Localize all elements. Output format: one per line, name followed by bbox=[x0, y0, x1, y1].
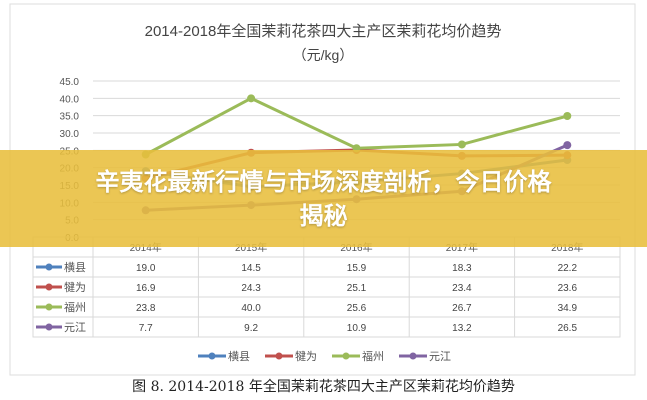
table-legend-marker bbox=[45, 303, 53, 311]
table-cell: 23.8 bbox=[136, 303, 156, 314]
table-cell: 14.5 bbox=[241, 263, 261, 274]
table-cell: 34.9 bbox=[558, 303, 578, 314]
table-legend-marker bbox=[45, 323, 53, 331]
table-cell: 10.9 bbox=[347, 323, 367, 334]
table-cell: 9.2 bbox=[244, 323, 258, 334]
table-series-label: 犍为 bbox=[64, 281, 86, 294]
table-cell: 7.7 bbox=[139, 323, 153, 334]
figure-caption: 图 8. 2014-2018 年全国茉莉花茶四大主产区茉莉花均价趋势 bbox=[132, 379, 515, 395]
legend-label: 横县 bbox=[228, 349, 250, 363]
table-cell: 16.9 bbox=[136, 283, 156, 294]
legend-marker bbox=[275, 352, 283, 360]
table-cell: 26.7 bbox=[452, 303, 472, 314]
y-tick-label: 35.0 bbox=[60, 112, 80, 123]
headline-title: 辛夷花最新行情与市场深度剖析，今日价格揭秘 bbox=[95, 167, 552, 230]
table-cell: 25.6 bbox=[347, 303, 367, 314]
table-cell: 25.1 bbox=[347, 283, 367, 294]
table-cell: 23.4 bbox=[452, 283, 472, 294]
y-tick-label: 45.0 bbox=[60, 77, 80, 88]
table-cell: 19.0 bbox=[136, 263, 156, 274]
legend-label: 福州 bbox=[362, 349, 384, 363]
chart-title: 2014-2018年全国茉莉花茶四大主产区茉莉花均价趋势 bbox=[145, 22, 502, 40]
table-cell: 40.0 bbox=[241, 303, 261, 314]
table-cell: 26.5 bbox=[558, 323, 578, 334]
table-series-label: 元江 bbox=[64, 321, 86, 334]
table-cell: 22.2 bbox=[558, 263, 578, 274]
data-point bbox=[247, 94, 256, 103]
table-cell: 13.2 bbox=[452, 323, 472, 334]
legend-label: 犍为 bbox=[295, 350, 317, 363]
data-point bbox=[563, 112, 572, 121]
legend-marker bbox=[342, 352, 350, 360]
table-cell: 23.6 bbox=[558, 283, 578, 294]
legend-marker bbox=[409, 352, 417, 360]
legend-label: 元江 bbox=[429, 350, 451, 363]
data-point bbox=[563, 141, 572, 150]
table-cell: 18.3 bbox=[452, 263, 472, 274]
table-cell: 15.9 bbox=[347, 263, 367, 274]
table-series-label: 福州 bbox=[64, 300, 86, 314]
data-point bbox=[457, 140, 466, 149]
headline-banner: 辛夷花最新行情与市场深度剖析，今日价格揭秘 bbox=[0, 150, 647, 247]
table-legend-marker bbox=[45, 263, 53, 271]
table-cell: 24.3 bbox=[241, 283, 261, 294]
table-series-label: 横县 bbox=[64, 260, 86, 274]
table-legend-marker bbox=[45, 283, 53, 291]
y-tick-label: 40.0 bbox=[60, 94, 80, 105]
chart-subtitle: （元/kg） bbox=[293, 47, 354, 63]
y-tick-label: 30.0 bbox=[60, 129, 80, 140]
legend-marker bbox=[208, 352, 216, 360]
